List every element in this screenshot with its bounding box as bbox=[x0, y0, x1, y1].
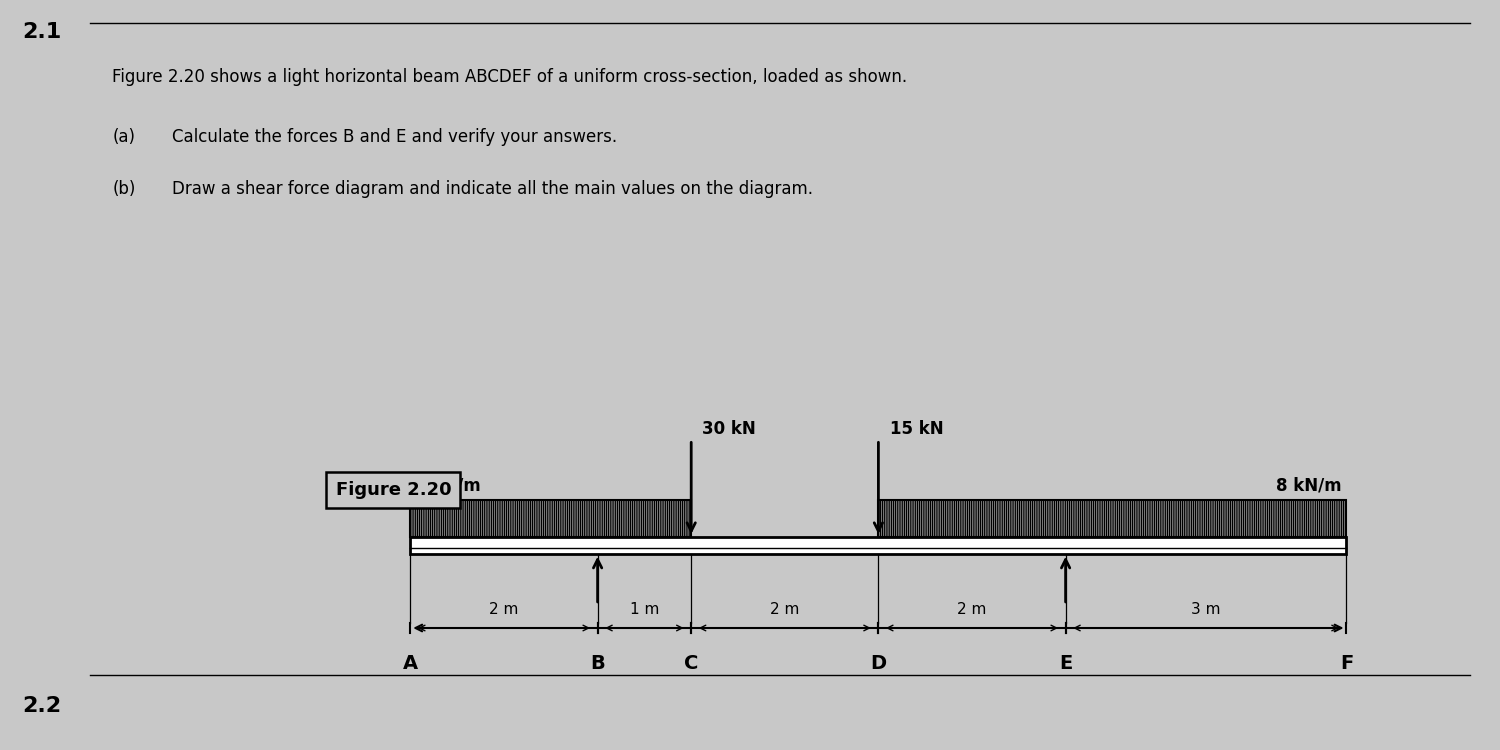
Text: Figure 2.20: Figure 2.20 bbox=[336, 482, 452, 500]
Bar bbox=[411, 500, 692, 537]
Text: 15 kN: 15 kN bbox=[890, 420, 944, 438]
Text: Figure 2.20 shows a light horizontal beam ABCDEF of a uniform cross-section, loa: Figure 2.20 shows a light horizontal bea… bbox=[112, 68, 908, 86]
Text: 2 m: 2 m bbox=[770, 602, 800, 616]
Text: 8 kN/m: 8 kN/m bbox=[1276, 476, 1341, 494]
Text: 2 m: 2 m bbox=[957, 602, 987, 616]
Text: 2 m: 2 m bbox=[489, 602, 519, 616]
Text: 3 m: 3 m bbox=[1191, 602, 1221, 616]
Text: 30 kN: 30 kN bbox=[702, 420, 756, 438]
Text: D: D bbox=[870, 654, 886, 673]
Text: F: F bbox=[1340, 654, 1353, 673]
Text: 2.2: 2.2 bbox=[22, 696, 62, 716]
Text: 2.1: 2.1 bbox=[22, 22, 62, 43]
Bar bbox=[411, 537, 1347, 554]
Text: 4 kN/m: 4 kN/m bbox=[416, 476, 482, 494]
Text: (a): (a) bbox=[112, 128, 135, 146]
Text: (b): (b) bbox=[112, 180, 136, 198]
Text: B: B bbox=[590, 654, 604, 673]
Text: 1 m: 1 m bbox=[630, 602, 658, 616]
Text: C: C bbox=[684, 654, 699, 673]
Text: A: A bbox=[404, 654, 418, 673]
Bar bbox=[879, 500, 1347, 537]
Text: Draw a shear force diagram and indicate all the main values on the diagram.: Draw a shear force diagram and indicate … bbox=[172, 180, 813, 198]
Text: Calculate the forces B and E and verify your answers.: Calculate the forces B and E and verify … bbox=[172, 128, 618, 146]
Text: E: E bbox=[1059, 654, 1072, 673]
